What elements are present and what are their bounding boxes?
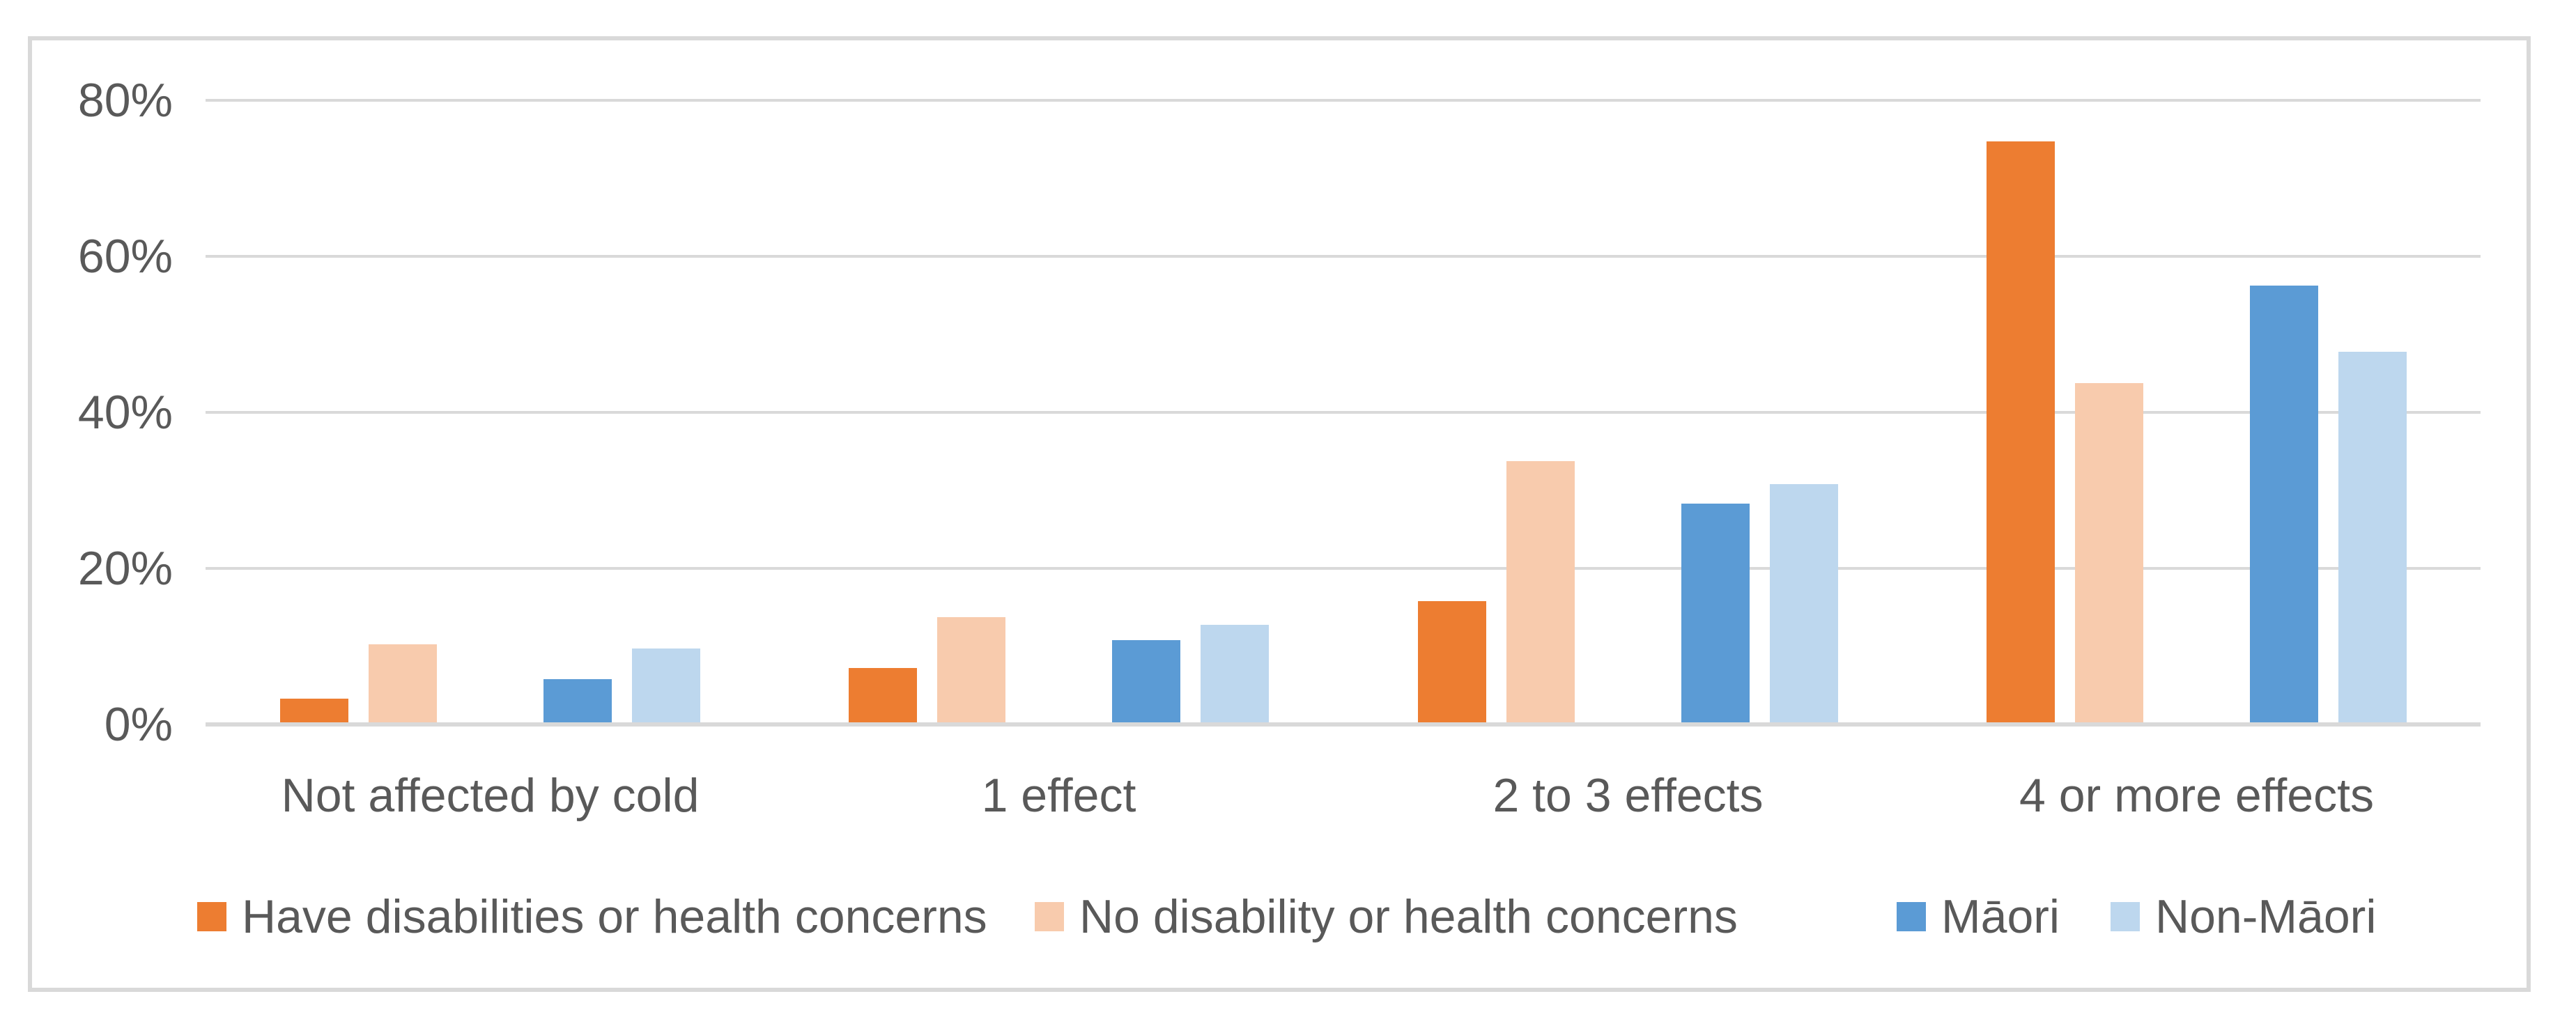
gridline-20	[206, 567, 2481, 570]
gridline-60	[206, 255, 2481, 258]
gridline-0	[206, 722, 2481, 727]
legend-marker-icon	[1035, 902, 1064, 931]
legend-marker-icon	[197, 902, 226, 931]
bar-series2-group4	[2075, 383, 2143, 722]
x-category-label-4: 4 or more effects	[2019, 769, 2374, 822]
y-tick-label-40: 40%	[77, 386, 173, 439]
bar-series4-group2	[1201, 625, 1269, 722]
y-tick-label-0: 0%	[104, 698, 173, 751]
y-tick-label-80: 80%	[77, 74, 173, 127]
legend-marker-icon	[2111, 902, 2140, 931]
x-category-label-3: 2 to 3 effects	[1493, 769, 1764, 822]
legend-item-4: Non-Māori	[2111, 889, 2376, 945]
bar-series4-group3	[1770, 484, 1838, 722]
x-category-label-2: 1 effect	[981, 769, 1136, 822]
bar-series3-group4	[2250, 286, 2318, 722]
bar-series1-group2	[849, 668, 917, 722]
bar-series2-group3	[1506, 461, 1575, 722]
y-tick-label-60: 60%	[77, 230, 173, 283]
legend-item-1: Have disabilities or health concerns	[197, 889, 987, 945]
bar-series1-group1	[280, 699, 348, 722]
legend-marker-icon	[1897, 902, 1926, 931]
bar-series4-group4	[2338, 352, 2407, 722]
legend-label: Non-Māori	[2155, 890, 2377, 943]
y-tick-label-20: 20%	[77, 542, 173, 595]
x-category-label-1: Not affected by cold	[281, 769, 700, 822]
bar-series1-group3	[1418, 601, 1486, 722]
bar-series1-group4	[1987, 141, 2055, 722]
legend-label: Māori	[1941, 890, 2060, 943]
legend-label: Have disabilities or health concerns	[242, 890, 987, 943]
gridline-80	[206, 99, 2481, 102]
legend-item-2: No disability or health concerns	[1035, 889, 1738, 945]
bar-series2-group2	[937, 617, 1005, 722]
gridline-40	[206, 411, 2481, 414]
legend-item-3: Māori	[1897, 889, 2060, 945]
bar-series3-group1	[543, 679, 612, 722]
bar-series2-group1	[369, 644, 437, 722]
chart-frame	[28, 36, 2531, 992]
bar-series3-group3	[1681, 504, 1750, 722]
bar-series3-group2	[1112, 640, 1180, 722]
bar-series4-group1	[632, 648, 700, 722]
legend-label: No disability or health concerns	[1079, 890, 1738, 943]
